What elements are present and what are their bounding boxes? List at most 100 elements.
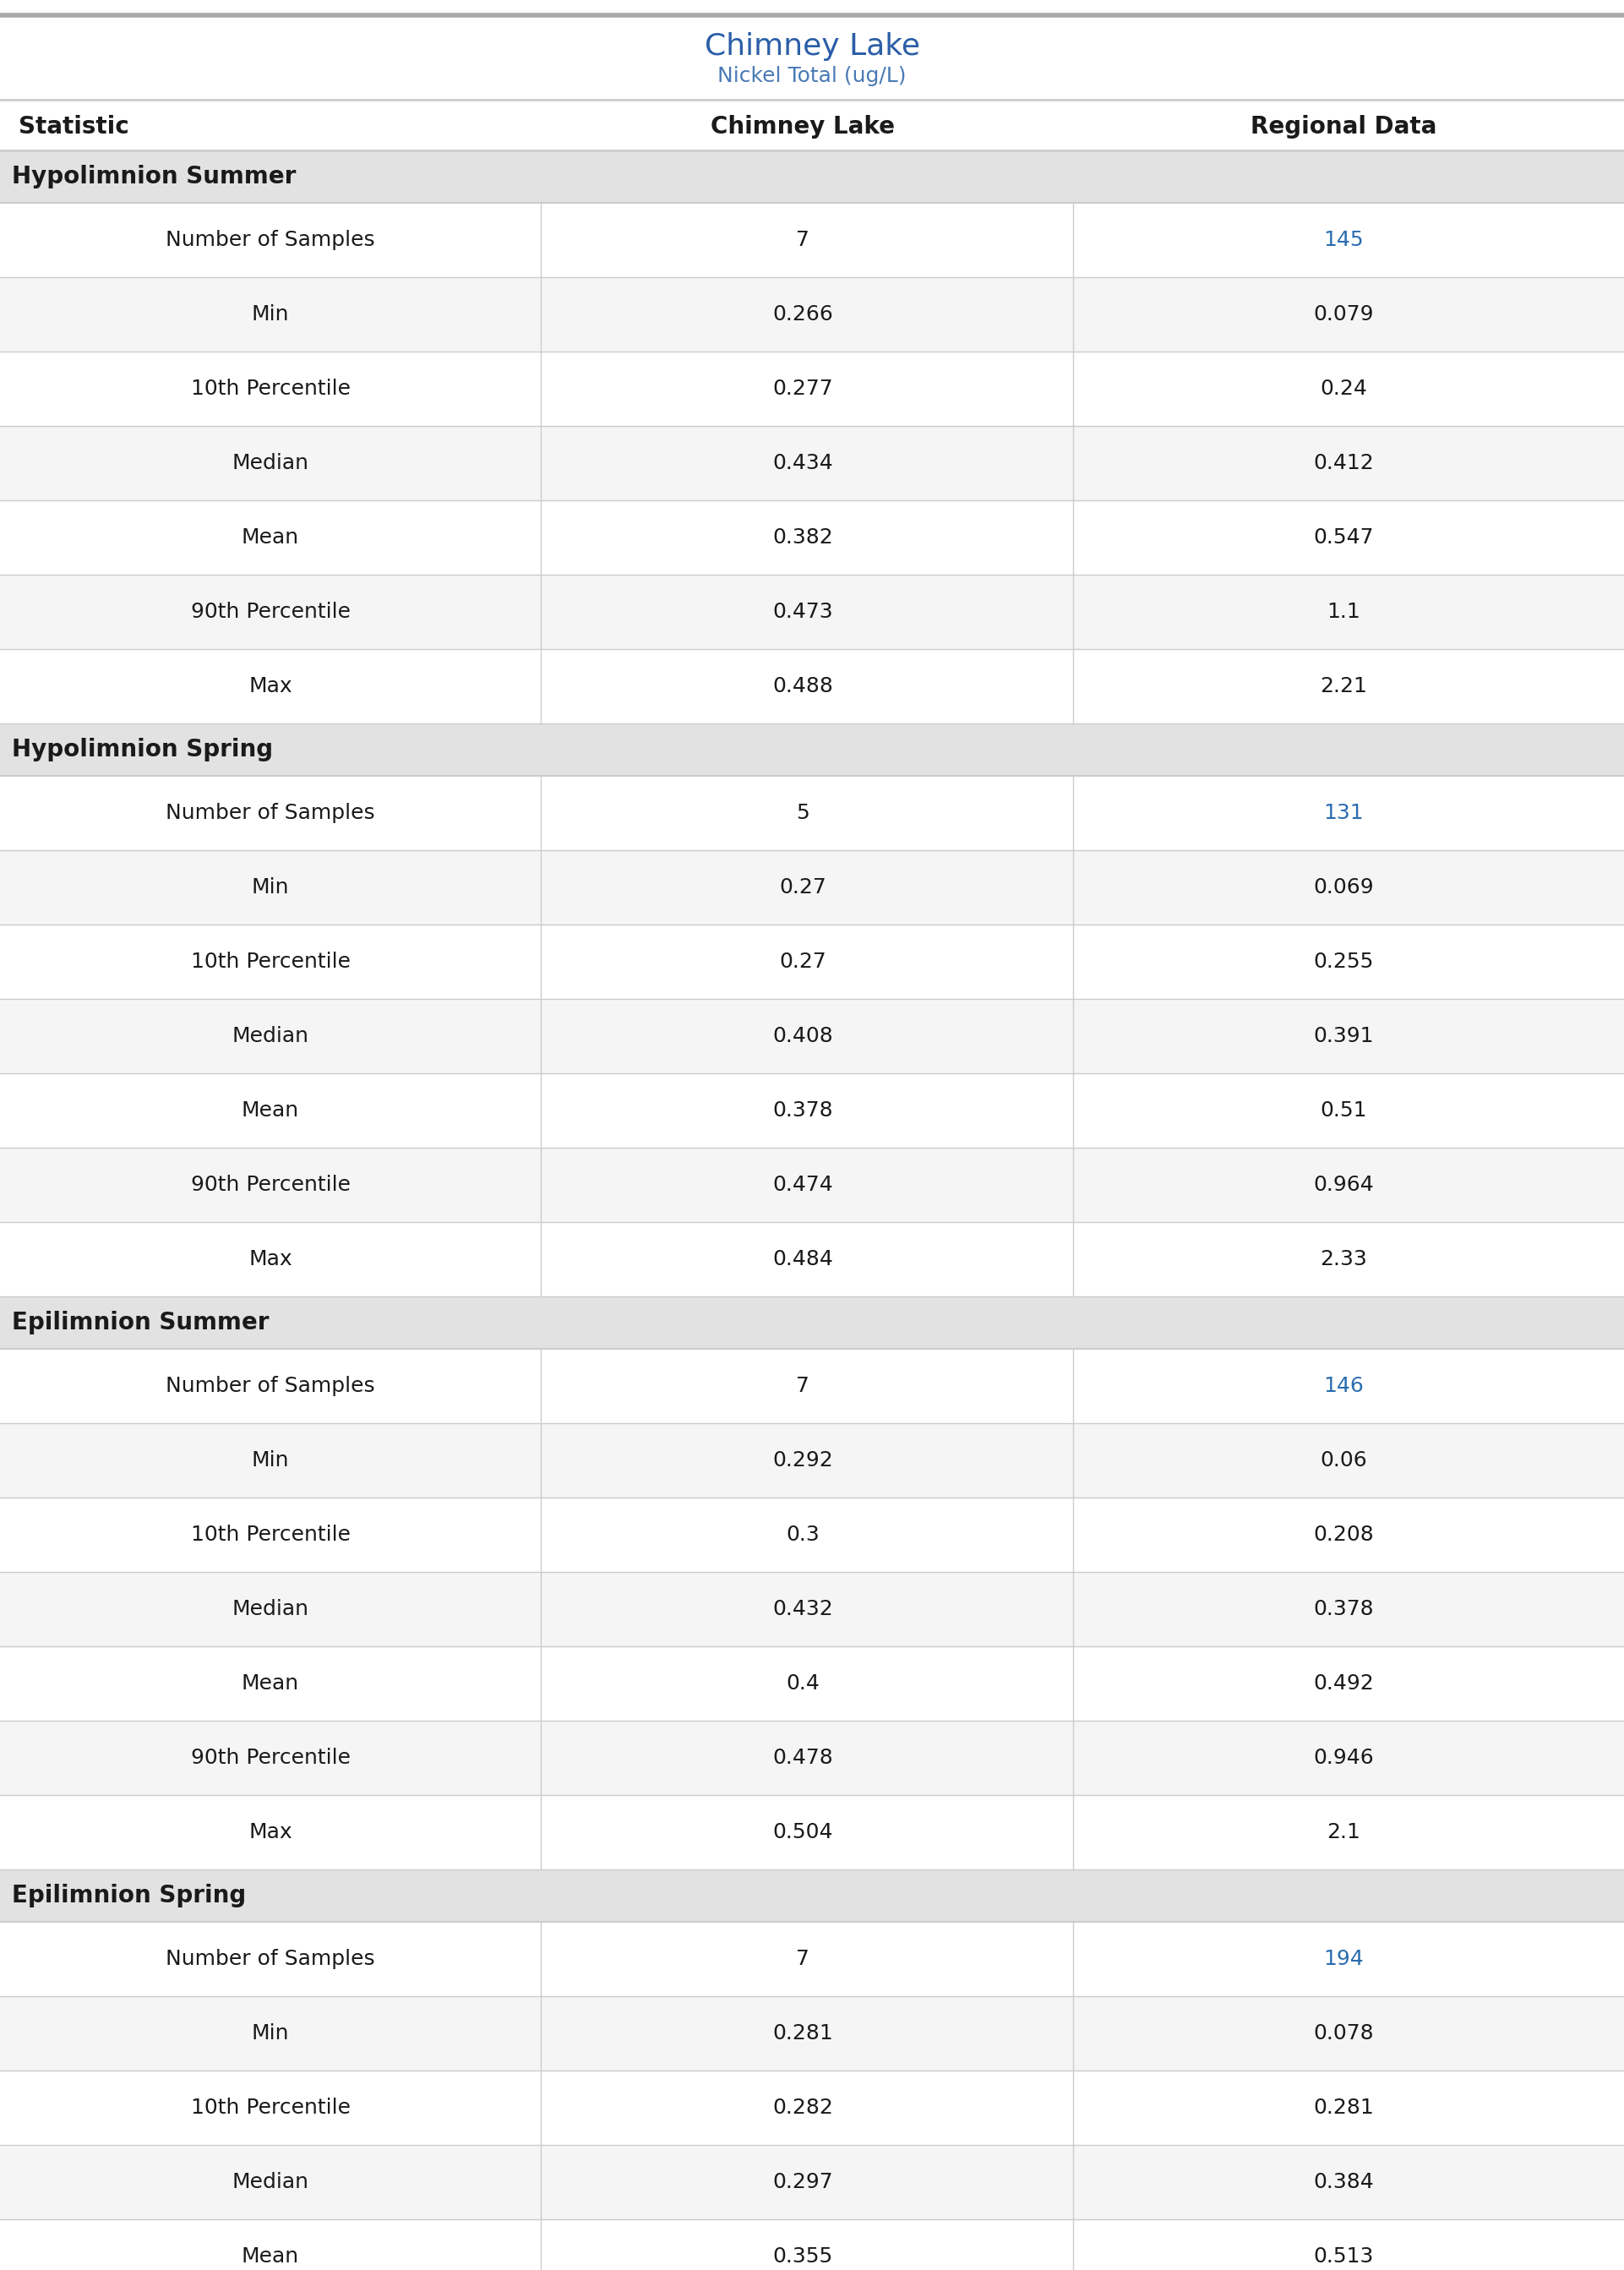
Text: Number of Samples: Number of Samples bbox=[166, 229, 375, 250]
Text: 0.06: 0.06 bbox=[1320, 1451, 1367, 1471]
Text: 1.1: 1.1 bbox=[1327, 602, 1361, 622]
Text: 0.255: 0.255 bbox=[1314, 951, 1374, 972]
Text: 90th Percentile: 90th Percentile bbox=[190, 602, 351, 622]
Bar bbox=[0, 1796, 1624, 1870]
Text: 0.504: 0.504 bbox=[773, 1823, 833, 1843]
Text: 0.434: 0.434 bbox=[773, 454, 833, 472]
Text: 0.281: 0.281 bbox=[773, 2023, 833, 2043]
Text: Min: Min bbox=[252, 2023, 289, 2043]
Bar bbox=[0, 150, 1624, 202]
Text: Number of Samples: Number of Samples bbox=[166, 1376, 375, 1396]
Text: 0.281: 0.281 bbox=[1314, 2097, 1374, 2118]
Text: Nickel Total (ug/L): Nickel Total (ug/L) bbox=[718, 66, 906, 86]
Bar bbox=[0, 1423, 1624, 1498]
Bar bbox=[0, 776, 1624, 851]
Text: 0.069: 0.069 bbox=[1314, 876, 1374, 897]
Bar bbox=[0, 1348, 1624, 1423]
Text: 0.378: 0.378 bbox=[1314, 1598, 1374, 1619]
Text: Number of Samples: Number of Samples bbox=[166, 1950, 375, 1968]
Text: Median: Median bbox=[232, 454, 309, 472]
Bar bbox=[0, 277, 1624, 352]
Text: 146: 146 bbox=[1324, 1376, 1364, 1396]
Text: 0.488: 0.488 bbox=[773, 676, 833, 697]
Bar bbox=[0, 574, 1624, 649]
Text: 0.3: 0.3 bbox=[786, 1525, 820, 1546]
Text: 0.355: 0.355 bbox=[773, 2247, 833, 2268]
Text: 0.266: 0.266 bbox=[773, 304, 833, 325]
Text: Mean: Mean bbox=[242, 527, 299, 547]
Text: Min: Min bbox=[252, 1451, 289, 1471]
Bar bbox=[0, 2145, 1624, 2220]
Text: 7: 7 bbox=[796, 1950, 809, 1968]
Text: 7: 7 bbox=[796, 229, 809, 250]
Bar bbox=[0, 1646, 1624, 1721]
Text: 0.24: 0.24 bbox=[1320, 379, 1367, 400]
Bar bbox=[0, 649, 1624, 724]
Text: 0.51: 0.51 bbox=[1320, 1101, 1367, 1121]
Text: Regional Data: Regional Data bbox=[1250, 116, 1437, 138]
Text: 0.078: 0.078 bbox=[1314, 2023, 1374, 2043]
Text: 0.492: 0.492 bbox=[1314, 1673, 1374, 1693]
Text: Chimney Lake: Chimney Lake bbox=[705, 32, 919, 61]
Bar bbox=[0, 352, 1624, 427]
Text: Number of Samples: Number of Samples bbox=[166, 804, 375, 824]
Text: 0.946: 0.946 bbox=[1314, 1748, 1374, 1768]
Bar bbox=[0, 499, 1624, 574]
Text: Min: Min bbox=[252, 876, 289, 897]
Text: 0.292: 0.292 bbox=[773, 1451, 833, 1471]
Text: 2.21: 2.21 bbox=[1320, 676, 1367, 697]
Bar bbox=[0, 1221, 1624, 1296]
Text: Hypolimnion Summer: Hypolimnion Summer bbox=[11, 166, 296, 188]
Text: 0.474: 0.474 bbox=[773, 1174, 833, 1194]
Text: Chimney Lake: Chimney Lake bbox=[711, 116, 895, 138]
Bar bbox=[0, 1296, 1624, 1348]
Bar bbox=[0, 1571, 1624, 1646]
Text: 0.478: 0.478 bbox=[773, 1748, 833, 1768]
Bar bbox=[0, 1721, 1624, 1796]
Text: Mean: Mean bbox=[242, 1673, 299, 1693]
Text: 0.432: 0.432 bbox=[773, 1598, 833, 1619]
Text: 0.412: 0.412 bbox=[1314, 454, 1374, 472]
Text: 90th Percentile: 90th Percentile bbox=[190, 1748, 351, 1768]
Text: Hypolimnion Spring: Hypolimnion Spring bbox=[11, 738, 273, 760]
Text: 0.277: 0.277 bbox=[773, 379, 833, 400]
Text: 0.079: 0.079 bbox=[1314, 304, 1374, 325]
Bar bbox=[0, 1995, 1624, 2070]
Bar bbox=[0, 1149, 1624, 1221]
Text: Median: Median bbox=[232, 1598, 309, 1619]
Text: Max: Max bbox=[248, 676, 292, 697]
Text: 7: 7 bbox=[796, 1376, 809, 1396]
Text: 0.964: 0.964 bbox=[1314, 1174, 1374, 1194]
Text: 0.473: 0.473 bbox=[773, 602, 833, 622]
Text: 194: 194 bbox=[1324, 1950, 1364, 1968]
Text: 10th Percentile: 10th Percentile bbox=[190, 379, 351, 400]
Bar bbox=[0, 851, 1624, 924]
Text: Epilimnion Summer: Epilimnion Summer bbox=[11, 1310, 270, 1335]
Text: 0.297: 0.297 bbox=[773, 2172, 833, 2193]
Text: 0.382: 0.382 bbox=[773, 527, 833, 547]
Text: Statistic: Statistic bbox=[18, 116, 128, 138]
Bar bbox=[0, 1074, 1624, 1149]
Text: Max: Max bbox=[248, 1823, 292, 1843]
Text: 0.513: 0.513 bbox=[1314, 2247, 1374, 2268]
Bar bbox=[0, 427, 1624, 499]
Bar bbox=[0, 2220, 1624, 2270]
Text: Min: Min bbox=[252, 304, 289, 325]
Bar bbox=[0, 1498, 1624, 1571]
Text: 0.282: 0.282 bbox=[773, 2097, 833, 2118]
Text: 0.4: 0.4 bbox=[786, 1673, 820, 1693]
Text: 0.391: 0.391 bbox=[1314, 1026, 1374, 1046]
Text: 2.33: 2.33 bbox=[1320, 1249, 1367, 1269]
Bar bbox=[0, 999, 1624, 1074]
Text: 5: 5 bbox=[796, 804, 809, 824]
Bar bbox=[0, 924, 1624, 999]
Text: 10th Percentile: 10th Percentile bbox=[190, 951, 351, 972]
Text: 0.547: 0.547 bbox=[1314, 527, 1374, 547]
Text: Mean: Mean bbox=[242, 2247, 299, 2268]
Text: 0.27: 0.27 bbox=[780, 951, 827, 972]
Bar bbox=[0, 724, 1624, 776]
Text: Max: Max bbox=[248, 1249, 292, 1269]
Text: 0.408: 0.408 bbox=[773, 1026, 833, 1046]
Text: 90th Percentile: 90th Percentile bbox=[190, 1174, 351, 1194]
Text: Median: Median bbox=[232, 2172, 309, 2193]
